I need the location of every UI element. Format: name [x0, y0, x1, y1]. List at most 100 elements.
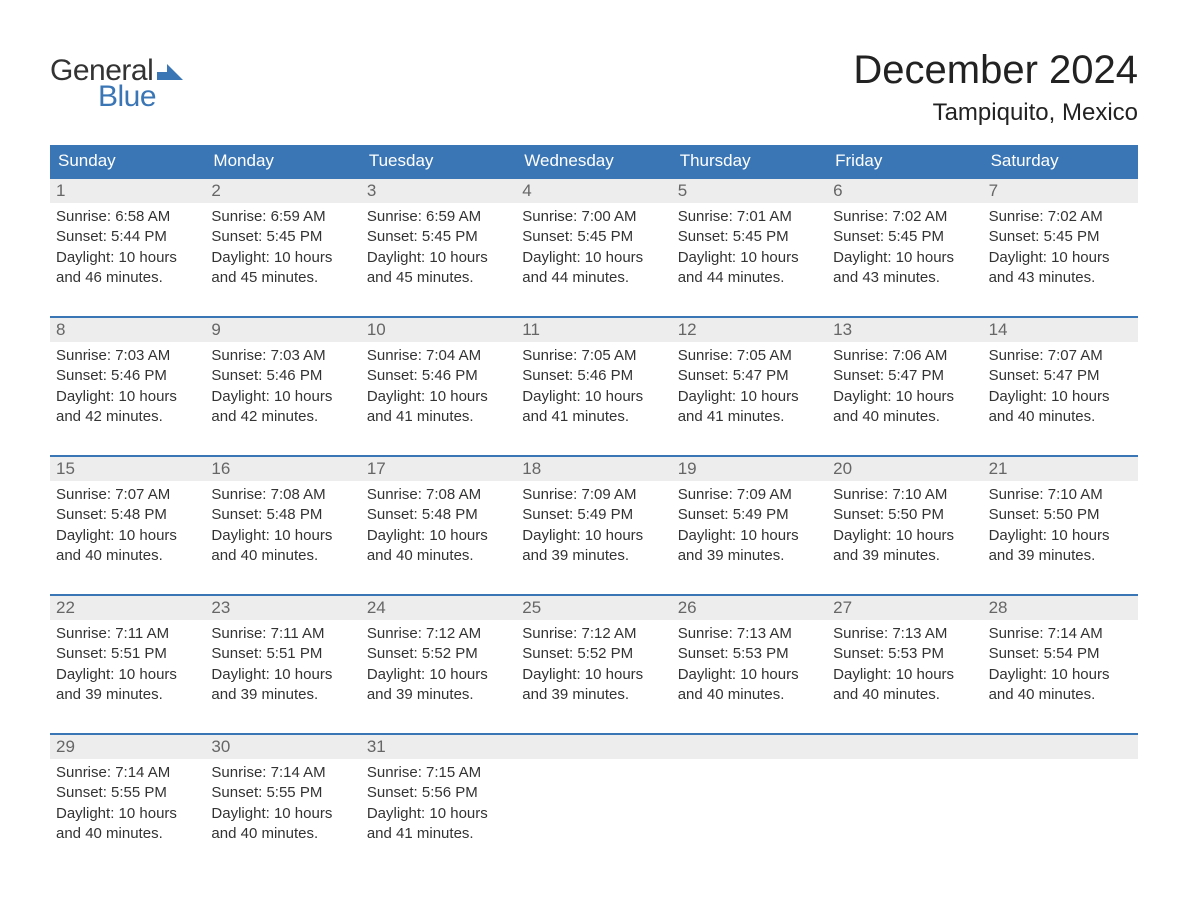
day-number-empty	[827, 735, 982, 759]
daylight-line-1: Daylight: 10 hours	[989, 248, 1132, 268]
daylight-line-1: Daylight: 10 hours	[678, 665, 821, 685]
daylight-line-1: Daylight: 10 hours	[833, 526, 976, 546]
day-cell: 9Sunrise: 7:03 AMSunset: 5:46 PMDaylight…	[205, 318, 360, 431]
sunrise-line: Sunrise: 7:04 AM	[367, 346, 510, 366]
day-cell: 1Sunrise: 6:58 AMSunset: 5:44 PMDaylight…	[50, 179, 205, 292]
daylight-line-2: and 40 minutes.	[211, 546, 354, 566]
weekday-thursday: Thursday	[672, 145, 827, 177]
sunrise-line: Sunrise: 7:14 AM	[211, 763, 354, 783]
daylight-line-1: Daylight: 10 hours	[211, 526, 354, 546]
day-body: Sunrise: 7:13 AMSunset: 5:53 PMDaylight:…	[672, 620, 827, 709]
day-number: 29	[50, 735, 205, 759]
day-cell: 24Sunrise: 7:12 AMSunset: 5:52 PMDayligh…	[361, 596, 516, 709]
day-number: 5	[672, 179, 827, 203]
daylight-line-1: Daylight: 10 hours	[56, 248, 199, 268]
day-number: 27	[827, 596, 982, 620]
sunset-line: Sunset: 5:48 PM	[367, 505, 510, 525]
sunset-line: Sunset: 5:49 PM	[522, 505, 665, 525]
day-number: 30	[205, 735, 360, 759]
day-body: Sunrise: 7:12 AMSunset: 5:52 PMDaylight:…	[516, 620, 671, 709]
day-number: 11	[516, 318, 671, 342]
week-row: 8Sunrise: 7:03 AMSunset: 5:46 PMDaylight…	[50, 316, 1138, 431]
sunset-line: Sunset: 5:48 PM	[211, 505, 354, 525]
day-number: 28	[983, 596, 1138, 620]
day-number: 17	[361, 457, 516, 481]
day-number: 7	[983, 179, 1138, 203]
day-cell: 14Sunrise: 7:07 AMSunset: 5:47 PMDayligh…	[983, 318, 1138, 431]
day-body: Sunrise: 7:08 AMSunset: 5:48 PMDaylight:…	[205, 481, 360, 570]
day-number: 14	[983, 318, 1138, 342]
day-body: Sunrise: 7:15 AMSunset: 5:56 PMDaylight:…	[361, 759, 516, 848]
sunrise-line: Sunrise: 7:08 AM	[367, 485, 510, 505]
day-number: 15	[50, 457, 205, 481]
sunrise-line: Sunrise: 7:12 AM	[367, 624, 510, 644]
day-cell: 21Sunrise: 7:10 AMSunset: 5:50 PMDayligh…	[983, 457, 1138, 570]
week-row: 29Sunrise: 7:14 AMSunset: 5:55 PMDayligh…	[50, 733, 1138, 848]
sunrise-line: Sunrise: 7:12 AM	[522, 624, 665, 644]
sunset-line: Sunset: 5:46 PM	[56, 366, 199, 386]
day-body: Sunrise: 7:13 AMSunset: 5:53 PMDaylight:…	[827, 620, 982, 709]
day-cell: 2Sunrise: 6:59 AMSunset: 5:45 PMDaylight…	[205, 179, 360, 292]
day-cell: 25Sunrise: 7:12 AMSunset: 5:52 PMDayligh…	[516, 596, 671, 709]
sunrise-line: Sunrise: 7:14 AM	[989, 624, 1132, 644]
sunset-line: Sunset: 5:45 PM	[989, 227, 1132, 247]
sunrise-line: Sunrise: 7:14 AM	[56, 763, 199, 783]
week-row: 15Sunrise: 7:07 AMSunset: 5:48 PMDayligh…	[50, 455, 1138, 570]
weekday-saturday: Saturday	[983, 145, 1138, 177]
daylight-line-2: and 40 minutes.	[367, 546, 510, 566]
day-number: 12	[672, 318, 827, 342]
weekday-tuesday: Tuesday	[361, 145, 516, 177]
sunset-line: Sunset: 5:45 PM	[678, 227, 821, 247]
daylight-line-1: Daylight: 10 hours	[989, 387, 1132, 407]
day-number: 22	[50, 596, 205, 620]
sunset-line: Sunset: 5:48 PM	[56, 505, 199, 525]
daylight-line-1: Daylight: 10 hours	[56, 804, 199, 824]
sunset-line: Sunset: 5:47 PM	[833, 366, 976, 386]
day-number: 3	[361, 179, 516, 203]
daylight-line-1: Daylight: 10 hours	[367, 387, 510, 407]
sunset-line: Sunset: 5:49 PM	[678, 505, 821, 525]
day-cell	[672, 735, 827, 848]
daylight-line-2: and 39 minutes.	[522, 685, 665, 705]
daylight-line-2: and 40 minutes.	[211, 824, 354, 844]
week-row: 22Sunrise: 7:11 AMSunset: 5:51 PMDayligh…	[50, 594, 1138, 709]
sunrise-line: Sunrise: 7:10 AM	[989, 485, 1132, 505]
daylight-line-2: and 43 minutes.	[833, 268, 976, 288]
day-cell: 31Sunrise: 7:15 AMSunset: 5:56 PMDayligh…	[361, 735, 516, 848]
day-number: 23	[205, 596, 360, 620]
sunset-line: Sunset: 5:47 PM	[678, 366, 821, 386]
daylight-line-2: and 39 minutes.	[833, 546, 976, 566]
day-cell: 20Sunrise: 7:10 AMSunset: 5:50 PMDayligh…	[827, 457, 982, 570]
daylight-line-1: Daylight: 10 hours	[367, 248, 510, 268]
daylight-line-2: and 40 minutes.	[833, 407, 976, 427]
day-number: 21	[983, 457, 1138, 481]
weekday-friday: Friday	[827, 145, 982, 177]
daylight-line-2: and 42 minutes.	[56, 407, 199, 427]
day-body: Sunrise: 6:58 AMSunset: 5:44 PMDaylight:…	[50, 203, 205, 292]
day-cell: 15Sunrise: 7:07 AMSunset: 5:48 PMDayligh…	[50, 457, 205, 570]
daylight-line-1: Daylight: 10 hours	[56, 526, 199, 546]
daylight-line-1: Daylight: 10 hours	[678, 248, 821, 268]
day-cell: 17Sunrise: 7:08 AMSunset: 5:48 PMDayligh…	[361, 457, 516, 570]
day-cell: 30Sunrise: 7:14 AMSunset: 5:55 PMDayligh…	[205, 735, 360, 848]
sunset-line: Sunset: 5:51 PM	[56, 644, 199, 664]
sunset-line: Sunset: 5:51 PM	[211, 644, 354, 664]
day-cell: 16Sunrise: 7:08 AMSunset: 5:48 PMDayligh…	[205, 457, 360, 570]
day-body: Sunrise: 7:08 AMSunset: 5:48 PMDaylight:…	[361, 481, 516, 570]
day-cell: 7Sunrise: 7:02 AMSunset: 5:45 PMDaylight…	[983, 179, 1138, 292]
daylight-line-2: and 39 minutes.	[367, 685, 510, 705]
sunset-line: Sunset: 5:52 PM	[367, 644, 510, 664]
day-cell: 18Sunrise: 7:09 AMSunset: 5:49 PMDayligh…	[516, 457, 671, 570]
sunrise-line: Sunrise: 7:15 AM	[367, 763, 510, 783]
sunrise-line: Sunrise: 6:59 AM	[211, 207, 354, 227]
sunrise-line: Sunrise: 7:01 AM	[678, 207, 821, 227]
day-cell: 13Sunrise: 7:06 AMSunset: 5:47 PMDayligh…	[827, 318, 982, 431]
sunset-line: Sunset: 5:53 PM	[678, 644, 821, 664]
sunset-line: Sunset: 5:46 PM	[522, 366, 665, 386]
day-body: Sunrise: 7:05 AMSunset: 5:47 PMDaylight:…	[672, 342, 827, 431]
day-body: Sunrise: 7:11 AMSunset: 5:51 PMDaylight:…	[205, 620, 360, 709]
sunrise-line: Sunrise: 7:13 AM	[833, 624, 976, 644]
day-cell: 6Sunrise: 7:02 AMSunset: 5:45 PMDaylight…	[827, 179, 982, 292]
sunset-line: Sunset: 5:47 PM	[989, 366, 1132, 386]
daylight-line-2: and 39 minutes.	[678, 546, 821, 566]
